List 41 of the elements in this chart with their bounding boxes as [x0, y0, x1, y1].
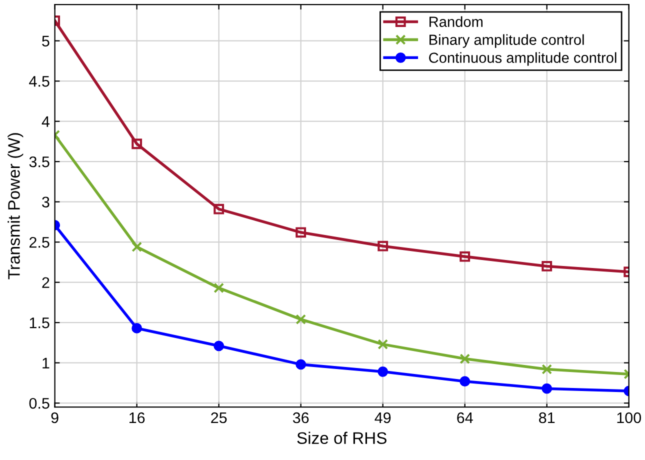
point [378, 339, 388, 350]
y-tick-label: 5 [42, 36, 50, 47]
point [214, 204, 224, 214]
x-tick-label: 25 [211, 412, 227, 424]
y-tick-label: 4.5 [29, 76, 50, 87]
point [296, 359, 306, 370]
y-tick-label: 3 [42, 196, 50, 208]
point [542, 383, 552, 394]
point [296, 227, 306, 238]
legend-label: Random [430, 16, 482, 27]
y-tick-label: 0.5 [29, 398, 50, 409]
point [214, 282, 224, 294]
point [296, 314, 306, 325]
point [378, 366, 388, 377]
y-tick-label: 1 [42, 358, 50, 368]
x-tick-label: 16 [130, 412, 145, 424]
point [132, 323, 142, 334]
legend-label: Continuous amplitude control [429, 52, 616, 66]
y-tick-label: 4 [42, 116, 50, 127]
legend-label: Binary amplitude control [430, 34, 584, 48]
point [542, 364, 552, 374]
x-tick-label: 49 [374, 412, 391, 424]
y-tick-label: 2 [42, 277, 50, 288]
point [132, 242, 142, 252]
point [132, 138, 142, 150]
point [378, 240, 388, 252]
x-tick-label: 100 [617, 412, 642, 424]
point [214, 340, 224, 352]
x-axis-title: Size of RHS [297, 432, 386, 444]
x-tick-label: 9 [51, 412, 58, 424]
point [460, 354, 470, 364]
x-tick-label: 81 [539, 412, 555, 424]
point [542, 261, 552, 272]
y-tick-label: 3.5 [29, 156, 50, 168]
y-tick-label: 1.5 [30, 318, 50, 328]
point [460, 376, 470, 387]
point [460, 251, 470, 262]
y-tick-label: 2.5 [29, 236, 50, 248]
y-axis-title: Transmit Power (W) [8, 133, 24, 280]
x-tick-label: 36 [292, 412, 309, 424]
x-tick-label: 64 [457, 412, 473, 424]
